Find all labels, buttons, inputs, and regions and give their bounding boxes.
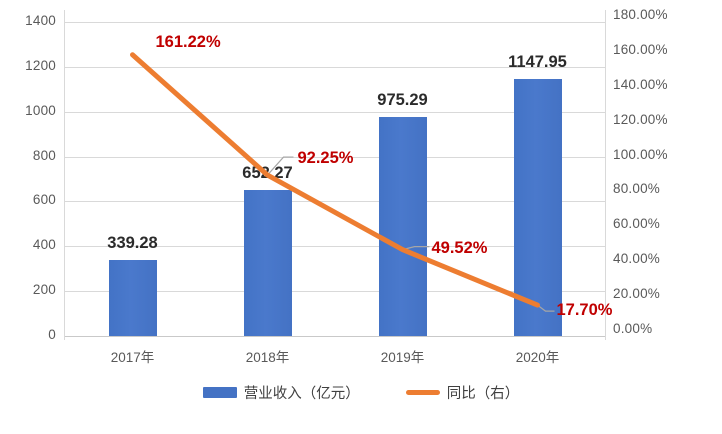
yoy-percent-label: 161.22% <box>155 32 221 51</box>
bar-2020年[interactable] <box>513 78 562 336</box>
yoy-percent-label: 17.70% <box>556 301 613 320</box>
legend-item-revenue[interactable]: 营业收入（亿元） <box>202 382 360 403</box>
gridline <box>65 336 605 337</box>
right-axis-tick: 20.00% <box>613 286 660 302</box>
category-label-2019年: 2019年 <box>380 350 425 365</box>
yoy-percent-label: 49.52% <box>431 238 488 257</box>
right-axis-line <box>605 10 606 340</box>
bar-2019年[interactable] <box>378 117 427 336</box>
right-axis-tick: 120.00% <box>613 111 668 127</box>
left-axis-tick: 200 <box>32 282 56 298</box>
left-axis-tick: 600 <box>32 192 56 208</box>
right-axis-tick: 60.00% <box>613 216 660 232</box>
left-axis: 0 200 400 600 800 1000 1200 1400 <box>0 0 56 434</box>
left-axis-tick: 1200 <box>25 57 56 73</box>
category-label-2018年: 2018年 <box>245 350 290 365</box>
bar-value-label: 975.29 <box>377 91 428 110</box>
bar-swatch-icon <box>202 387 237 398</box>
right-axis: 0.00% 20.00% 40.00% 60.00% 80.00% 100.00% 120.… <box>613 0 713 434</box>
left-axis-tick: 1000 <box>25 102 56 118</box>
left-axis-line <box>64 10 65 340</box>
line-swatch-icon <box>405 390 440 395</box>
bar-value-label: 1147.95 <box>508 52 567 71</box>
legend-item-yoy[interactable]: 同比（右） <box>405 382 520 403</box>
legend-label-revenue: 营业收入（亿元） <box>243 386 360 402</box>
bar-value-label: 339.28 <box>107 233 158 252</box>
right-axis-tick: 80.00% <box>613 181 660 197</box>
right-axis-tick: 180.00% <box>613 7 668 22</box>
gridline <box>65 22 605 23</box>
right-axis-tick: 100.00% <box>613 146 668 162</box>
category-label-2017年: 2017年 <box>110 350 155 365</box>
left-axis-tick: 800 <box>32 147 56 163</box>
legend-label-yoy: 同比（右） <box>446 386 520 402</box>
left-axis-tick: 400 <box>32 237 56 253</box>
right-axis-tick: 0.00% <box>613 321 653 336</box>
category-label-2020年: 2020年 <box>515 350 560 365</box>
left-axis-tick: 1400 <box>25 13 56 28</box>
bar-2017年[interactable] <box>108 259 157 336</box>
left-axis-tick: 0 <box>48 327 56 342</box>
legend: 营业收入（亿元） 同比（右） <box>0 382 722 403</box>
yoy-percent-label: 92.25% <box>297 149 354 168</box>
right-axis-tick: 140.00% <box>613 76 668 92</box>
right-axis-tick: 160.00% <box>613 41 668 57</box>
right-axis-tick: 40.00% <box>613 251 660 267</box>
bar-2018年[interactable] <box>243 189 292 336</box>
